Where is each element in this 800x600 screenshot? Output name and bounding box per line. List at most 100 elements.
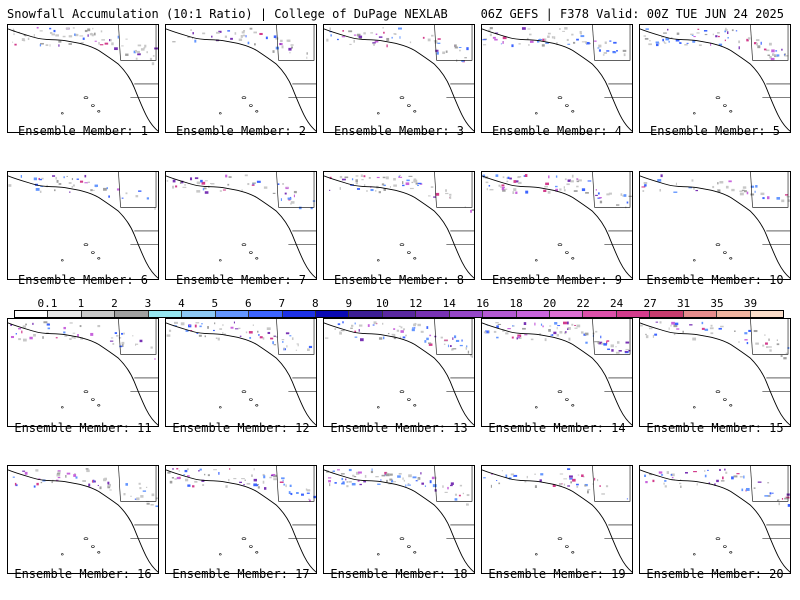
snow-cell	[289, 484, 292, 488]
snow-cell	[273, 344, 277, 346]
snow-cell	[100, 30, 103, 33]
snow-cell	[265, 36, 268, 40]
island	[83, 390, 89, 393]
snow-cell	[599, 200, 603, 204]
snow-cell	[375, 476, 379, 478]
border-line	[752, 466, 789, 502]
snow-cell	[417, 323, 421, 327]
snow-cell	[179, 182, 181, 184]
snow-cell	[219, 328, 223, 330]
snow-cell	[783, 357, 787, 360]
snow-cell	[580, 32, 582, 35]
snow-cell	[776, 197, 781, 200]
snow-cell	[375, 190, 377, 192]
snow-cell	[731, 188, 735, 192]
island	[565, 104, 569, 107]
snow-cell	[358, 35, 363, 38]
map-panel	[481, 171, 633, 280]
snow-cell	[363, 32, 366, 35]
snow-cell	[14, 43, 17, 46]
snow-cell	[210, 182, 214, 185]
snow-cell	[595, 330, 598, 333]
snow-cell	[275, 46, 279, 50]
snow-cell	[567, 43, 571, 45]
island	[557, 537, 563, 540]
snow-cell	[270, 475, 274, 477]
snow-cell	[762, 197, 765, 200]
snow-cell	[459, 49, 461, 52]
snow-cell	[598, 49, 602, 52]
snow-cell	[351, 178, 354, 181]
snow-cell	[155, 505, 158, 508]
snow-cell	[741, 488, 744, 492]
coastline	[640, 28, 790, 132]
colorbar-segment	[215, 311, 250, 317]
snow-cell	[502, 41, 504, 44]
snow-cell	[23, 34, 26, 36]
snow-cell	[125, 483, 128, 486]
snow-cell	[750, 185, 755, 188]
snow-cell	[509, 177, 512, 180]
snow-cell	[257, 486, 260, 489]
snow-cell	[385, 176, 389, 180]
snow-cell	[92, 27, 94, 30]
snow-cell	[289, 51, 291, 54]
snow-cell	[201, 323, 203, 325]
snow-cell	[90, 332, 94, 336]
snow-cell	[427, 38, 431, 42]
island	[255, 404, 259, 407]
snow-cell	[66, 175, 68, 177]
snow-cell	[765, 49, 770, 52]
member-caption: Ensemble Member: 4	[491, 124, 623, 138]
snow-cell	[192, 485, 195, 488]
snow-cell	[663, 41, 665, 43]
snow-cell	[35, 188, 40, 191]
snow-cell	[378, 191, 381, 194]
snow-cell	[358, 329, 360, 332]
snow-cell	[341, 36, 346, 38]
snow-cell	[80, 337, 83, 340]
snow-cell	[110, 337, 114, 339]
island	[91, 104, 95, 107]
snow-cell	[781, 48, 783, 51]
snow-cell	[39, 30, 43, 32]
snow-cell	[279, 43, 282, 45]
snow-cell	[329, 176, 332, 179]
border-line	[752, 172, 789, 208]
snow-cell	[437, 42, 441, 44]
coastline	[8, 469, 158, 573]
snow-cell	[609, 40, 612, 42]
snow-cell	[33, 485, 36, 488]
snow-cell	[429, 334, 432, 337]
snow-cell	[42, 336, 44, 339]
colorbar-segment	[449, 311, 484, 317]
snow-cell	[355, 182, 358, 185]
snow-cell	[135, 343, 139, 345]
snow-cell	[447, 344, 449, 348]
snow-cell	[251, 184, 255, 186]
snow-cell	[370, 188, 374, 192]
snow-cell	[187, 475, 190, 477]
snow-cell	[211, 35, 213, 38]
snow-cell	[743, 190, 747, 193]
border-line	[434, 25, 437, 61]
snow-cell	[467, 350, 470, 354]
snow-cell	[564, 178, 567, 181]
snow-cell	[414, 179, 417, 181]
snow-cell	[12, 28, 15, 31]
snow-cell	[396, 329, 400, 332]
snow-cell	[241, 478, 245, 480]
snow-cell	[405, 334, 407, 337]
snow-cell	[74, 33, 76, 36]
snow-cell	[253, 31, 257, 34]
snow-cell	[617, 341, 620, 344]
colorbar-tick-label: 22	[576, 297, 590, 310]
snow-cell	[544, 185, 548, 188]
snow-cell	[431, 476, 435, 480]
snow-cell	[727, 31, 729, 35]
snow-cell	[87, 34, 89, 37]
snow-cell	[398, 325, 401, 327]
island	[407, 104, 411, 107]
snow-cell	[398, 472, 402, 475]
island	[723, 251, 727, 254]
